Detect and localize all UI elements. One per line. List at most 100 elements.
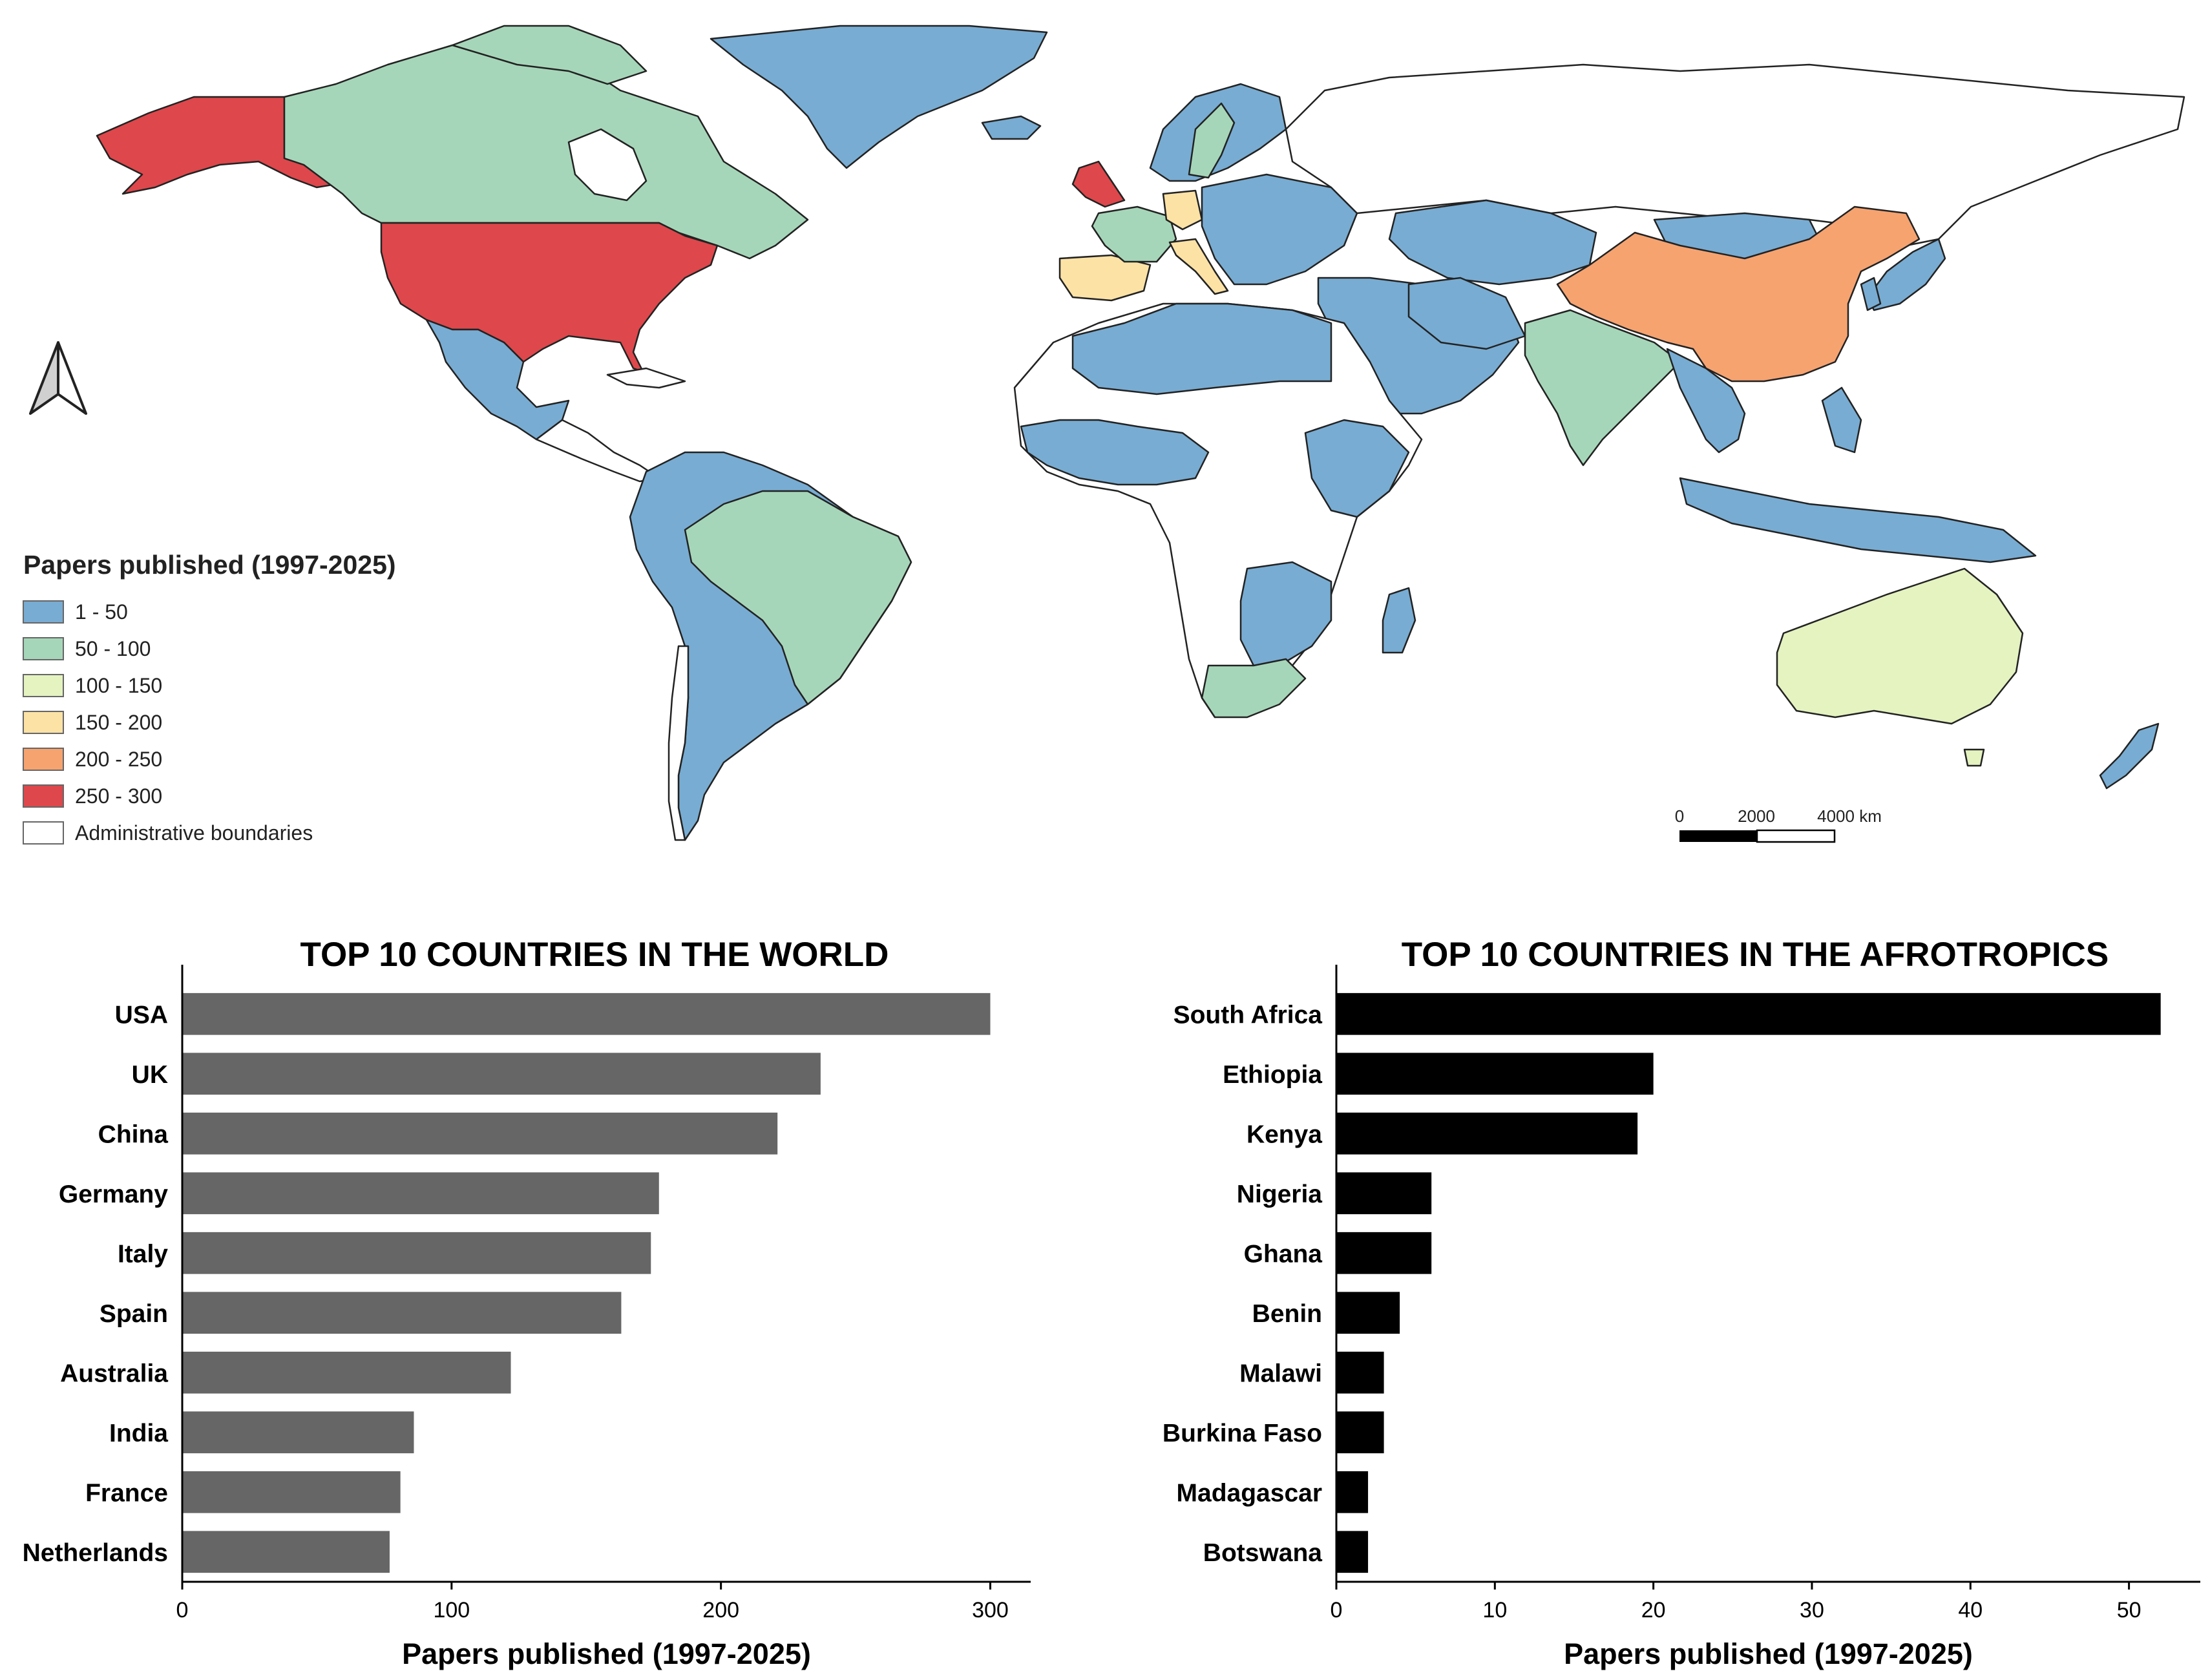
chile-shape bbox=[668, 645, 689, 841]
tasmania-shape bbox=[1963, 748, 1985, 767]
legend-swatch bbox=[23, 748, 64, 771]
iran-shape bbox=[1407, 277, 1526, 350]
bar bbox=[1336, 1351, 1384, 1394]
world-top10-chart: TOP 10 COUNTRIES IN THE WORLD USA UK China G… bbox=[23, 936, 1031, 1670]
bar bbox=[1336, 1411, 1384, 1454]
germany-shape bbox=[1162, 189, 1203, 231]
legend-label: 50 - 100 bbox=[75, 637, 151, 660]
afrotropics-top10-chart: TOP 10 COUNTRIES IN THE AFROTROPICS South… bbox=[1163, 936, 2200, 1670]
category-label: Germany bbox=[59, 1181, 168, 1208]
chart-title: TOP 10 COUNTRIES IN THE WORLD bbox=[300, 936, 889, 974]
hudson-bay-shape bbox=[567, 128, 647, 202]
scale-label-4000: 4000 km bbox=[1817, 806, 1882, 826]
category-label: Botswana bbox=[1203, 1539, 1323, 1567]
category-label: China bbox=[98, 1120, 169, 1148]
world-map bbox=[96, 25, 2185, 841]
brazil-shape bbox=[684, 490, 912, 706]
category-label: Madagascar bbox=[1177, 1479, 1322, 1507]
philippines-shape bbox=[1821, 386, 1862, 454]
x-tick-label: 0 bbox=[1331, 1598, 1343, 1622]
category-label: India bbox=[109, 1420, 168, 1447]
alaska-shape bbox=[96, 96, 337, 195]
bar bbox=[182, 1531, 390, 1573]
bar bbox=[182, 1351, 511, 1394]
category-label: USA bbox=[115, 1001, 168, 1029]
china-shape bbox=[1556, 205, 1921, 383]
bar bbox=[1336, 1112, 1638, 1155]
legend-label: 200 - 250 bbox=[75, 748, 162, 771]
southern-africa-shape bbox=[1239, 561, 1332, 667]
category-label: Ghana bbox=[1244, 1240, 1323, 1268]
x-tick-label: 50 bbox=[2117, 1598, 2142, 1622]
west-africa-shape bbox=[1020, 419, 1210, 486]
x-axis-title: Papers published (1997-2025) bbox=[1564, 1637, 1973, 1670]
bar bbox=[1336, 1531, 1369, 1573]
x-tick-label: 30 bbox=[1800, 1598, 1824, 1622]
bar bbox=[1336, 1172, 1432, 1215]
bar bbox=[1336, 992, 2161, 1035]
bar bbox=[182, 1292, 622, 1334]
x-tick-label: 0 bbox=[176, 1598, 189, 1622]
category-label: Italy bbox=[118, 1240, 168, 1268]
category-label: UK bbox=[132, 1061, 168, 1089]
legend-swatch bbox=[23, 674, 64, 697]
category-label: Benin bbox=[1252, 1300, 1322, 1328]
scale-label-0: 0 bbox=[1675, 806, 1684, 826]
new-zealand-shape bbox=[2099, 722, 2160, 790]
indonesia-shape bbox=[1679, 477, 2037, 563]
x-tick-label: 10 bbox=[1482, 1598, 1507, 1622]
bar bbox=[1336, 1232, 1432, 1274]
bar bbox=[182, 992, 991, 1035]
x-tick-label: 20 bbox=[1641, 1598, 1666, 1622]
arctic-islands-shape bbox=[451, 25, 647, 85]
southeast-asia-shape bbox=[1666, 348, 1746, 454]
greenland-shape bbox=[710, 25, 1048, 169]
legend-swatch bbox=[23, 600, 64, 624]
category-label: Ethiopia bbox=[1223, 1061, 1322, 1089]
madagascar-shape bbox=[1382, 587, 1416, 654]
bar bbox=[1336, 1471, 1369, 1513]
legend-label: Administrative boundaries bbox=[75, 821, 313, 845]
scale-bar-black bbox=[1679, 830, 1757, 842]
russia-shape bbox=[1285, 63, 2185, 247]
bar bbox=[182, 1112, 778, 1155]
eastern-europe-shape bbox=[1201, 173, 1358, 286]
kazakhstan-shape bbox=[1388, 199, 1597, 286]
legend-swatch bbox=[23, 711, 64, 734]
x-tick-label: 200 bbox=[702, 1598, 739, 1622]
france-shape bbox=[1091, 205, 1177, 263]
legend-label: 150 - 200 bbox=[75, 711, 162, 734]
bar bbox=[1336, 1292, 1400, 1334]
legend-label: 100 - 150 bbox=[75, 674, 162, 697]
category-label: Malawi bbox=[1239, 1360, 1322, 1387]
bar bbox=[182, 1172, 659, 1215]
sweden-shape bbox=[1188, 102, 1236, 179]
australia-shape bbox=[1776, 567, 2024, 725]
usa-shape bbox=[380, 222, 719, 373]
category-label: Nigeria bbox=[1237, 1181, 1323, 1208]
north-africa-shape bbox=[1071, 302, 1332, 395]
scale-bar-white bbox=[1756, 829, 1836, 843]
iceland-shape bbox=[981, 115, 1042, 140]
chart-title: TOP 10 COUNTRIES IN THE AFROTROPICS bbox=[1402, 936, 2109, 974]
bar bbox=[182, 1053, 821, 1095]
india-shape bbox=[1524, 309, 1681, 467]
legend-swatch bbox=[23, 821, 64, 845]
category-label: France bbox=[85, 1479, 168, 1507]
legend-swatch bbox=[23, 637, 64, 660]
bar bbox=[1336, 1053, 1654, 1095]
category-label: Australia bbox=[60, 1360, 168, 1387]
legend-label: 250 - 300 bbox=[75, 784, 162, 808]
uk-shape bbox=[1071, 160, 1126, 208]
category-label: Netherlands bbox=[23, 1539, 168, 1567]
bar bbox=[182, 1471, 401, 1513]
east-africa-shape bbox=[1304, 419, 1410, 518]
bar bbox=[182, 1411, 414, 1454]
category-label: Burkina Faso bbox=[1163, 1420, 1322, 1447]
legend-swatch bbox=[23, 784, 64, 808]
x-tick-label: 300 bbox=[972, 1598, 1009, 1622]
north-arrow-icon bbox=[29, 341, 87, 415]
x-axis-title: Papers published (1997-2025) bbox=[402, 1637, 811, 1670]
mexico-shape bbox=[425, 319, 570, 441]
